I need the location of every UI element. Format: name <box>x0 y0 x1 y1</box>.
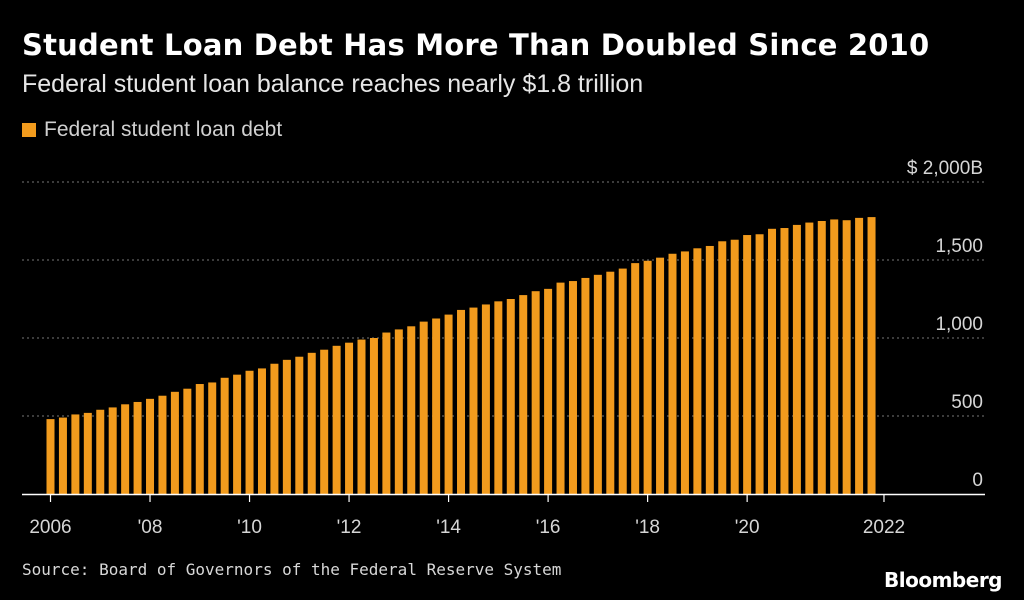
bar <box>96 409 105 494</box>
bar <box>581 277 590 494</box>
bar <box>705 245 714 494</box>
bar <box>295 356 304 494</box>
bar <box>83 412 92 494</box>
bar <box>506 299 515 494</box>
x-tick-label: 2022 <box>863 517 905 538</box>
x-tick-label: '14 <box>436 517 461 538</box>
bar <box>805 222 814 494</box>
chart-title: Student Loan Debt Has More Than Doubled … <box>22 28 930 62</box>
bar <box>357 339 366 494</box>
bar <box>133 401 142 494</box>
bar <box>693 248 702 494</box>
bar <box>656 257 665 494</box>
bar <box>730 239 739 494</box>
x-tick-label: '10 <box>237 517 262 538</box>
bar <box>394 329 403 494</box>
bar <box>680 251 689 494</box>
bar <box>407 326 416 494</box>
bar <box>245 370 254 494</box>
bar <box>817 221 826 494</box>
x-tick-label: '20 <box>735 517 760 538</box>
bar <box>643 260 652 494</box>
bar <box>307 352 316 494</box>
bloomberg-logo: Bloomberg <box>884 568 1002 592</box>
bar <box>432 318 441 494</box>
bar <box>220 377 229 494</box>
bar <box>842 220 851 494</box>
y-tick-label: 1,500 <box>935 236 983 257</box>
bar <box>606 271 615 494</box>
bar <box>593 274 602 494</box>
bar <box>768 228 777 495</box>
bar <box>618 268 627 494</box>
x-tick-label: 2006 <box>29 517 71 538</box>
bar <box>71 414 80 494</box>
bar <box>121 404 130 494</box>
source-note: Source: Board of Governors of the Federa… <box>22 560 562 579</box>
bar <box>332 345 341 494</box>
bar <box>457 309 466 494</box>
bar <box>146 398 155 494</box>
bar <box>195 384 204 494</box>
bar <box>58 417 67 494</box>
bar <box>320 349 329 494</box>
bar <box>531 291 540 494</box>
bar <box>743 235 752 495</box>
bar <box>544 288 553 494</box>
bar <box>270 363 279 494</box>
bar <box>867 217 876 494</box>
legend-label: Federal student loan debt <box>44 118 283 141</box>
bar <box>382 332 391 494</box>
bar <box>780 228 789 494</box>
bar <box>369 338 378 494</box>
chart-subtitle: Federal student loan balance reaches nea… <box>22 70 644 98</box>
bar <box>792 224 801 494</box>
bar <box>257 368 266 494</box>
bar <box>494 301 503 494</box>
bar <box>631 263 640 494</box>
bar <box>556 282 565 494</box>
bar <box>108 407 117 494</box>
bar <box>755 234 764 494</box>
bar <box>830 219 839 494</box>
bar <box>282 359 291 494</box>
bar <box>444 314 453 494</box>
bar <box>170 391 179 494</box>
bar <box>668 253 677 494</box>
bar <box>568 281 577 494</box>
x-tick-label: '08 <box>138 517 163 538</box>
y-tick-label: $ 2,000B <box>907 158 983 179</box>
bar <box>718 241 727 494</box>
bar <box>183 388 192 494</box>
bar <box>233 374 242 494</box>
legend-swatch <box>22 123 36 137</box>
bar <box>208 382 217 494</box>
x-tick-label: '12 <box>337 517 362 538</box>
bar <box>469 307 478 494</box>
legend: Federal student loan debt <box>22 118 282 142</box>
bar <box>46 419 55 494</box>
bar <box>158 395 167 494</box>
y-tick-label: 0 <box>972 470 983 491</box>
bar <box>345 342 354 494</box>
y-tick-label: 1,000 <box>935 314 983 335</box>
x-tick-label: '18 <box>635 517 660 538</box>
bar <box>519 295 528 494</box>
x-tick-label: '16 <box>536 517 561 538</box>
bar <box>855 217 864 494</box>
y-tick-label: 500 <box>951 392 983 413</box>
bar <box>419 321 428 494</box>
bar <box>481 304 490 494</box>
